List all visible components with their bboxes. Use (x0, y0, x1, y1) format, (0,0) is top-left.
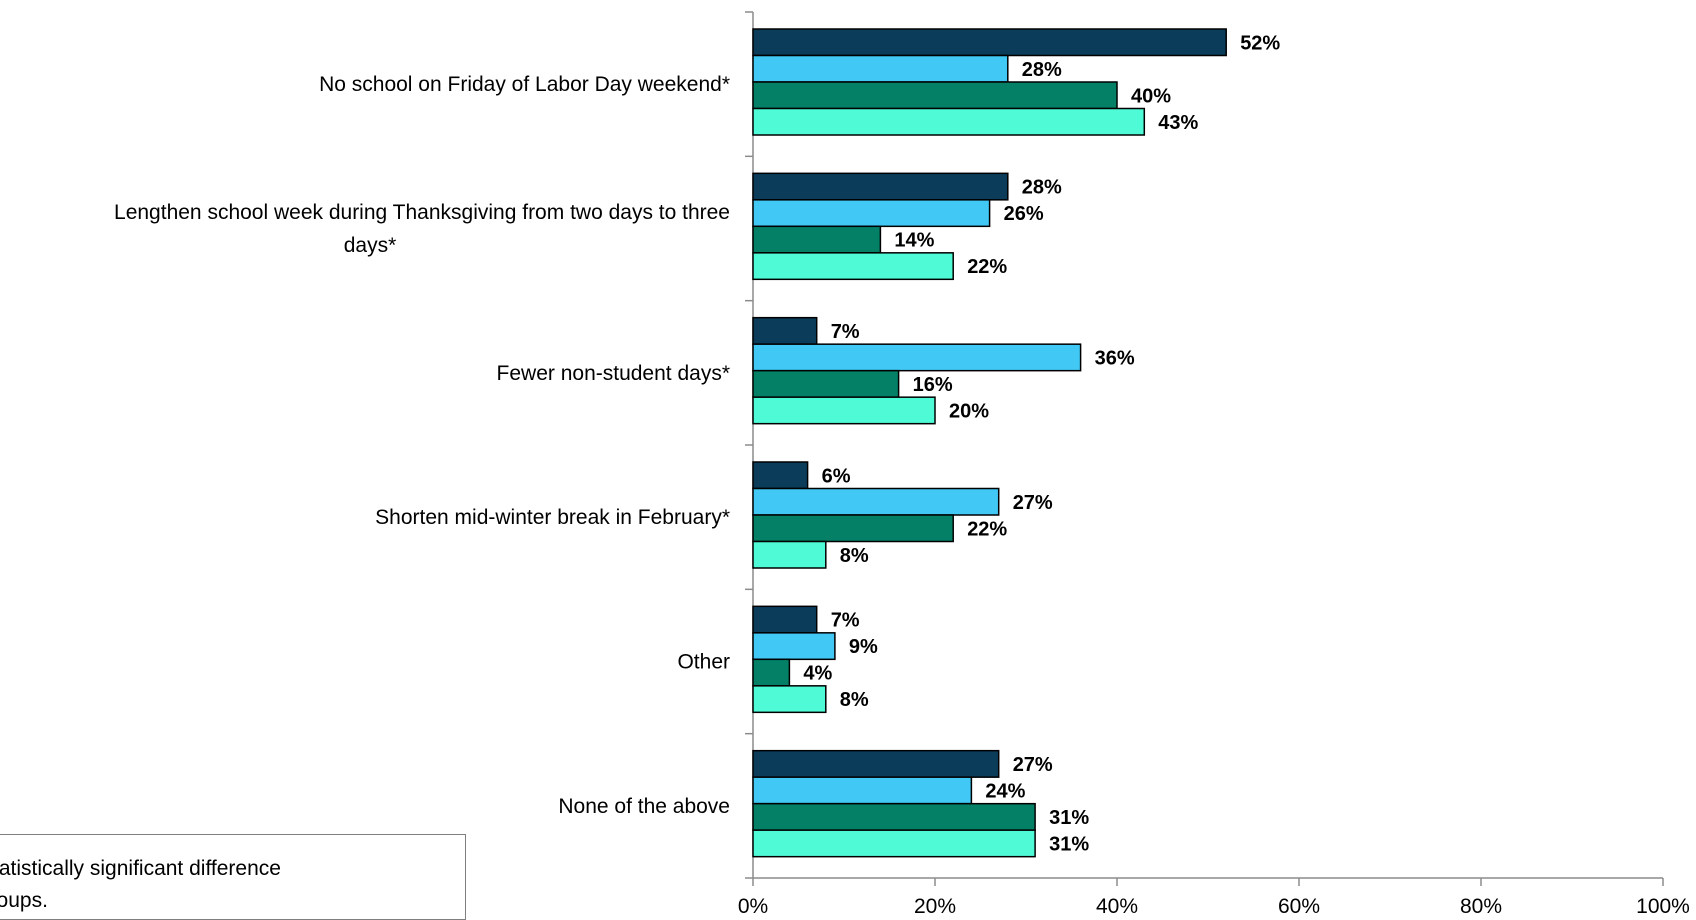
bar (752, 749, 1000, 778)
data-label: 8% (840, 689, 869, 711)
bar (752, 81, 1118, 110)
bar (752, 461, 809, 490)
x-tick-label: 80% (1460, 895, 1502, 918)
bar (752, 28, 1227, 57)
data-label: 31% (1049, 807, 1089, 829)
data-label: 24% (985, 780, 1025, 802)
data-label: 52% (1240, 32, 1280, 54)
data-label: 26% (1004, 203, 1044, 225)
data-label: 7% (831, 610, 860, 632)
bar (752, 632, 836, 661)
data-label: 36% (1095, 347, 1135, 369)
bar (752, 776, 973, 805)
x-tick-label: 40% (1096, 895, 1138, 918)
category-label: Fewer non-student days* (497, 362, 730, 385)
bar (752, 54, 1009, 83)
x-tick-label: 20% (914, 895, 956, 918)
footnote-text: otes statistically significant differenc… (0, 853, 437, 917)
bar (752, 369, 900, 398)
bar (752, 172, 1009, 201)
bar (752, 605, 818, 634)
bar (752, 316, 818, 345)
bar (752, 225, 882, 254)
bar (752, 487, 1000, 516)
x-tick-label: 100% (1636, 895, 1690, 918)
bar (752, 685, 827, 714)
data-label: 4% (803, 663, 832, 685)
x-tick-label: 0% (738, 895, 768, 918)
category-label: No school on Friday of Labor Day weekend… (319, 73, 730, 96)
bar (752, 343, 1082, 372)
x-tick-label: 60% (1278, 895, 1320, 918)
bar (752, 514, 954, 543)
category-label: Shorten mid-winter break in February* (375, 506, 730, 529)
data-label: 16% (913, 374, 953, 396)
bar (752, 199, 991, 228)
data-label: 7% (831, 321, 860, 343)
bar (752, 802, 1036, 831)
bar (752, 396, 936, 425)
bar (752, 107, 1146, 136)
data-label: 20% (949, 400, 989, 422)
category-label: Other (677, 651, 730, 674)
data-label: 22% (967, 256, 1007, 278)
data-label: 22% (967, 518, 1007, 540)
data-label: 8% (840, 545, 869, 567)
data-label: 43% (1158, 112, 1198, 134)
data-label: 40% (1131, 85, 1171, 107)
category-label: Lengthen school week during Thanksgiving… (114, 201, 730, 224)
bar (752, 829, 1036, 858)
data-label: 28% (1022, 177, 1062, 199)
bar (752, 658, 791, 687)
data-label: 27% (1013, 492, 1053, 514)
category-label: None of the above (558, 795, 730, 818)
data-label: 14% (894, 230, 934, 252)
category-label: days* (344, 234, 397, 257)
footnote-box: otes statistically significant differenc… (0, 834, 466, 920)
bar (752, 540, 827, 569)
data-label: 27% (1013, 754, 1053, 776)
data-label: 9% (849, 636, 878, 658)
footnote-line-1: otes statistically significant differenc… (0, 857, 281, 880)
data-label: 6% (822, 465, 851, 487)
footnote-line-2: een groups. (0, 889, 48, 912)
bar (752, 252, 954, 281)
data-label: 28% (1022, 59, 1062, 81)
data-label: 31% (1049, 833, 1089, 855)
